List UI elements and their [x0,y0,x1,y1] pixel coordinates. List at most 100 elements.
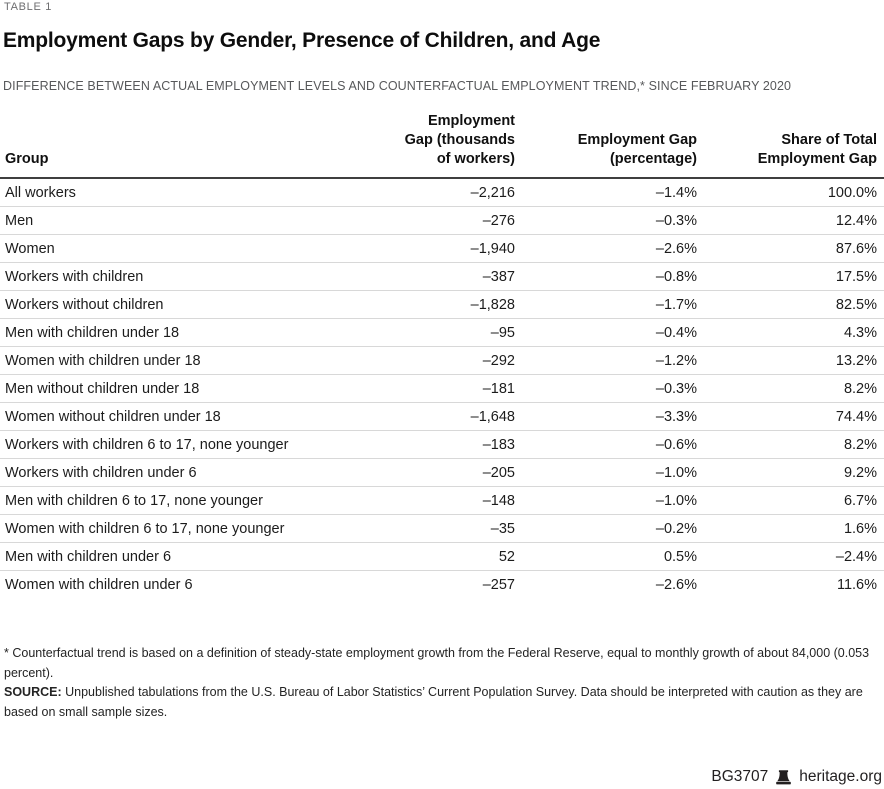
cell-gap-percentage: –1.7% [515,290,697,319]
cell-gap-percentage: –0.3% [515,374,697,403]
cell-gap-thousands: 52 [345,542,515,571]
table-number-label: TABLE 1 [4,1,53,13]
cell-share-of-total: 13.2% [697,346,884,375]
cell-gap-thousands: –1,648 [345,402,515,431]
cell-group: Men with children under 18 [0,318,345,347]
cell-gap-thousands: –95 [345,318,515,347]
table-row: Men with children under 6 52 0.5% –2.4% [0,542,884,571]
cell-gap-thousands: –276 [345,206,515,235]
cell-gap-percentage: –3.3% [515,402,697,431]
table-row: Men without children under 18 –181 –0.3%… [0,374,884,403]
table-row: Men with children under 18 –95 –0.4% 4.3… [0,318,884,347]
table-row: Workers without children –1,828 –1.7% 82… [0,290,884,319]
cell-gap-percentage: 0.5% [515,542,697,571]
cell-gap-thousands: –181 [345,374,515,403]
table-row: Women –1,940 –2.6% 87.6% [0,234,884,263]
cell-group: Workers with children 6 to 17, none youn… [0,430,345,459]
cell-group: Women with children under 18 [0,346,345,375]
cell-gap-thousands: –257 [482,576,515,593]
cell-share-of-total: 1.6% [697,514,884,543]
site-link[interactable]: heritage.org [799,768,882,785]
cell-share-of-total: 82.5% [697,290,884,319]
table-row: Men with children 6 to 17, none younger … [0,486,884,515]
header-line: Employment [427,113,515,129]
cell-gap-thousands: –183 [345,430,515,459]
cell-gap-thousands: –35 [345,514,515,543]
cell-gap-percentage: –1.0% [515,458,697,487]
cell-group: Men without children under 18 [0,374,345,403]
table-row: All workers –2,216 –1.4% 100.0% [0,178,884,207]
cell-share-of-total: 8.2% [697,430,884,459]
cell-gap-thousands: –205 [345,458,515,487]
table-row: Women with children under 18 –292 –1.2% … [0,346,884,375]
table-body: All workers –2,216 –1.4% 100.0% Men –276… [0,178,884,598]
figure-footer: BG3707 heritage.org [711,768,882,786]
counterfactual-footnote: * Counterfactual trend is based on a def… [4,646,870,680]
table-row: Women with children under 6 –257 –2.6% 1… [0,571,884,599]
header-row: Group Employment Gap (thousands of worke… [0,112,884,179]
cell-share-of-total: 87.6% [697,234,884,263]
cell-group: All workers [0,178,345,207]
cell-group: Women with children 6 to 17, none younge… [0,514,345,543]
cell-gap-percentage: –0.8% [515,262,697,291]
cell-group: Men [0,206,345,235]
column-header-share-of-total: Share of Total Employment Gap [697,112,884,179]
header-line: Group [5,151,49,167]
source-text: Unpublished tabulations from the U.S. Bu… [4,685,863,719]
table-row: Women without children under 18 –1,648 –… [0,402,884,431]
cell-gap-percentage: –0.2% [515,514,697,543]
cell-group: Men with children under 6 [0,542,345,571]
cell-gap-percentage: –0.3% [515,206,697,235]
document-id: BG3707 [711,768,769,785]
column-header-group: Group [0,112,345,179]
table-row: Workers with children 6 to 17, none youn… [0,430,884,459]
cell-share-of-total: 100.0% [697,178,884,207]
cell-gap-percentage: –2.6% [655,576,697,593]
cell-share-of-total: 12.4% [697,206,884,235]
cell-gap-thousands: –148 [345,486,515,515]
header-line: Share of Total [781,132,877,148]
cell-group: Workers with children [0,262,345,291]
header-line: Gap (thousands [404,132,515,148]
cell-group: Workers with children under 6 [0,458,345,487]
table-title: Employment Gaps by Gender, Presence of C… [3,29,601,52]
cell-gap-thousands: –1,828 [345,290,515,319]
table-row: Workers with children under 6 –205 –1.0%… [0,458,884,487]
cell-share-of-total: 17.5% [697,262,884,291]
cell-gap-percentage: –2.6% [515,234,697,263]
cell-gap-thousands: –387 [345,262,515,291]
liberty-bell-icon [775,769,792,785]
cell-share-of-total: 9.2% [697,458,884,487]
cell-group: Workers without children [0,290,345,319]
cell-share-of-total: –2.4% [697,542,884,571]
cell-gap-percentage: –0.4% [515,318,697,347]
table-row: Women with children 6 to 17, none younge… [0,514,884,543]
footnotes: * Counterfactual trend is based on a def… [4,644,876,722]
cell-gap-percentage: –0.6% [515,430,697,459]
cell-group: Men with children 6 to 17, none younger [0,486,345,515]
employment-gap-table: Group Employment Gap (thousands of worke… [0,112,884,598]
cell-share-of-total: 11.6% [836,576,877,593]
cell-gap-percentage: –1.4% [515,178,697,207]
column-header-gap-thousands: Employment Gap (thousands of workers) [345,112,515,179]
cell-group: Women [0,234,345,263]
cell-share-of-total: 4.3% [697,318,884,347]
source-note: SOURCE: Unpublished tabulations from the… [4,683,876,722]
table-row: Men –276 –0.3% 12.4% [0,206,884,235]
column-header-gap-percentage: Employment Gap (percentage) [515,112,697,179]
table-subtitle: DIFFERENCE BETWEEN ACTUAL EMPLOYMENT LEV… [3,79,792,93]
cell-gap-thousands: –1,940 [345,234,515,263]
header-line: (percentage) [609,151,697,167]
cell-gap-thousands: –2,216 [345,178,515,207]
cell-share-of-total: 74.4% [697,402,884,431]
cell-share-of-total: 8.2% [697,374,884,403]
header-line: Employment Gap [577,132,697,148]
cell-gap-percentage: –1.0% [515,486,697,515]
cell-group: Women with children under 6 [5,576,193,593]
table-row: Workers with children –387 –0.8% 17.5% [0,262,884,291]
cell-gap-percentage: –1.2% [515,346,697,375]
cell-share-of-total: 6.7% [697,486,884,515]
table-header: Group Employment Gap (thousands of worke… [0,112,884,179]
header-line: of workers) [436,151,515,167]
